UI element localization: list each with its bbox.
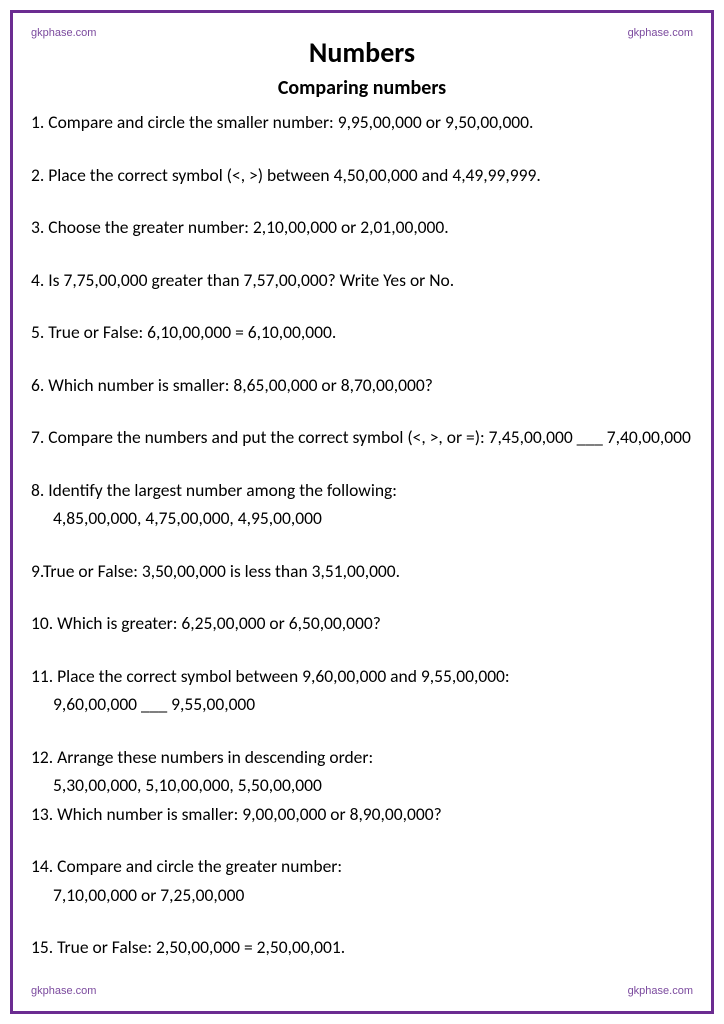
question-3: 3. Choose the greater number: 2,10,00,00…: [31, 215, 693, 240]
question-7: 7. Compare the numbers and put the corre…: [31, 425, 693, 450]
question-2: 2. Place the correct symbol (<, >) betwe…: [31, 163, 693, 188]
question-12-line1: 12. Arrange these numbers in descending …: [31, 745, 693, 770]
watermark-top-right: gkphase.com: [628, 27, 693, 39]
worksheet-content: Numbers Comparing numbers 1. Compare and…: [31, 35, 693, 960]
question-4: 4. Is 7,75,00,000 greater than 7,57,00,0…: [31, 268, 693, 293]
question-6: 6. Which number is smaller: 8,65,00,000 …: [31, 373, 693, 398]
question-14-line2: 7,10,00,000 or 7,25,00,000: [31, 883, 693, 908]
watermark-top-left: gkphase.com: [31, 27, 96, 39]
question-11-line2: 9,60,00,000 ___ 9,55,00,000: [31, 692, 693, 717]
question-13: 13. Which number is smaller: 9,00,00,000…: [31, 802, 693, 827]
question-8-line2: 4,85,00,000, 4,75,00,000, 4,95,00,000: [31, 506, 693, 531]
question-14-line1: 14. Compare and circle the greater numbe…: [31, 854, 693, 879]
question-9: 9.True or False: 3,50,00,000 is less tha…: [31, 559, 693, 584]
watermark-bottom-right: gkphase.com: [628, 985, 693, 997]
page-border: gkphase.com gkphase.com gkphase.com gkph…: [10, 10, 714, 1014]
question-1: 1. Compare and circle the smaller number…: [31, 110, 693, 135]
page-subtitle: Comparing numbers: [31, 76, 693, 100]
question-12-line2: 5,30,00,000, 5,10,00,000, 5,50,00,000: [31, 773, 693, 798]
question-15: 15. True or False: 2,50,00,000 = 2,50,00…: [31, 935, 693, 960]
page-title: Numbers: [31, 35, 693, 70]
question-10: 10. Which is greater: 6,25,00,000 or 6,5…: [31, 611, 693, 636]
question-8-line1: 8. Identify the largest number among the…: [31, 478, 693, 503]
question-11-line1: 11. Place the correct symbol between 9,6…: [31, 664, 693, 689]
question-5: 5. True or False: 6,10,00,000 = 6,10,00,…: [31, 320, 693, 345]
watermark-bottom-left: gkphase.com: [31, 985, 96, 997]
